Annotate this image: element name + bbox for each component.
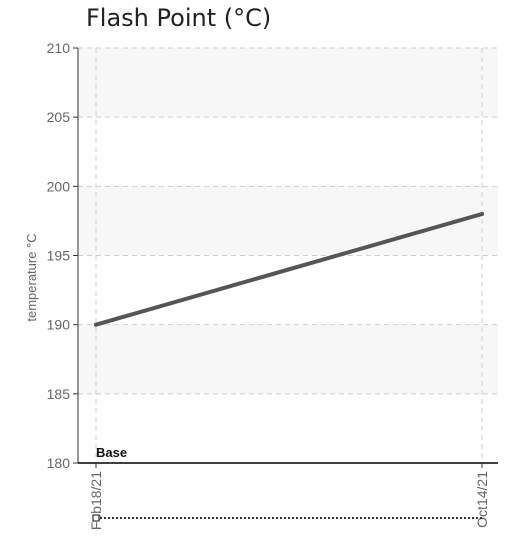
x-tick-label: Oct14/21: [474, 471, 490, 528]
y-tick-label: 205: [47, 109, 71, 125]
y-tick-label: 185: [47, 386, 71, 402]
chart-title: Flash Point (°C): [86, 4, 272, 32]
y-tick-label: 200: [47, 178, 71, 194]
baseline-dotted: [92, 514, 482, 522]
x-tick-labels: Feb18/21 Oct14/21: [88, 471, 490, 530]
baseline-marker: [92, 514, 100, 522]
background-band: [78, 186, 498, 256]
x-tick-label: Feb18/21: [88, 471, 104, 530]
y-axis-label: temperature °C: [24, 233, 39, 321]
vertical-gridlines: [95, 48, 483, 463]
y-tick-label: 180: [47, 455, 71, 471]
background-band: [78, 48, 498, 118]
axes: [73, 47, 498, 468]
series-point: [94, 322, 98, 327]
base-annotation: Base: [96, 445, 127, 460]
horizontal-gridlines: [78, 47, 498, 395]
y-tick-label: 210: [47, 40, 71, 56]
series-group: [94, 212, 484, 327]
y-tick-label: 190: [47, 317, 71, 333]
background-bands: [78, 48, 498, 394]
background-band: [78, 324, 498, 394]
series-line: [94, 212, 484, 327]
series-point: [480, 212, 484, 216]
y-tick-labels: 180 185 190 195 200 205 210: [47, 40, 71, 471]
y-tick-label: 195: [47, 248, 71, 264]
